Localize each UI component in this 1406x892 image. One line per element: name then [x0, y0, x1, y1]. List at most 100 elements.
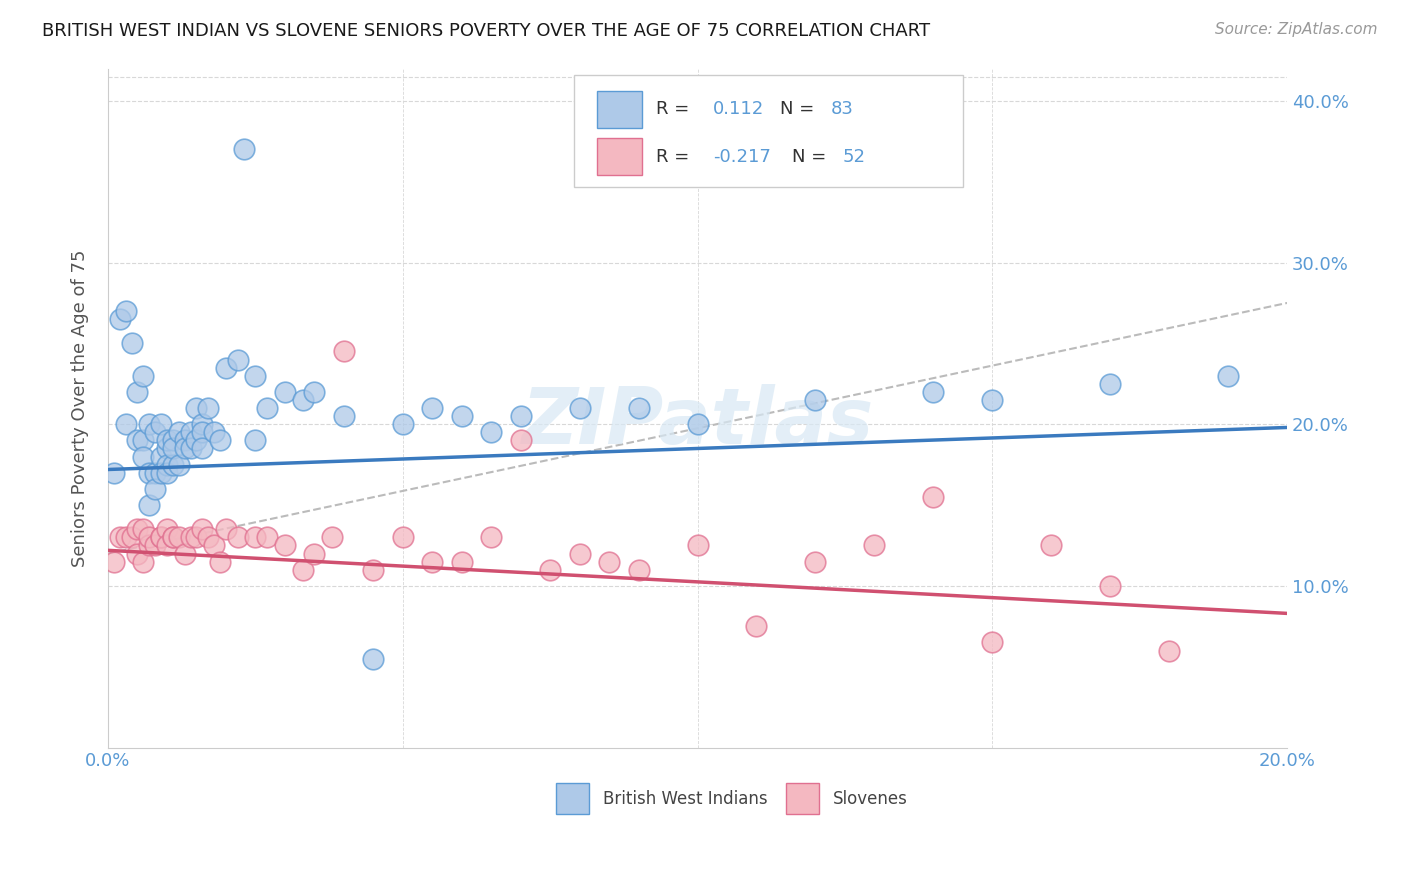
Point: [162, 442, 184, 456]
Point: [686, 539, 709, 553]
Point: [173, 434, 195, 448]
Point: [863, 539, 886, 553]
Point: [167, 530, 190, 544]
Point: [420, 401, 443, 415]
Point: [127, 384, 149, 399]
Point: [191, 442, 214, 456]
Point: [156, 522, 179, 536]
Point: [156, 442, 179, 456]
Bar: [786, 783, 818, 814]
Point: [256, 401, 278, 415]
Point: [138, 466, 160, 480]
Point: [156, 434, 179, 448]
Point: [173, 442, 195, 456]
Point: [191, 425, 214, 440]
Point: [1099, 376, 1122, 391]
Point: [226, 352, 249, 367]
Point: [103, 466, 125, 480]
Text: 83: 83: [831, 100, 853, 119]
Point: [922, 384, 945, 399]
Text: R =: R =: [657, 100, 696, 119]
Point: [167, 458, 190, 472]
Point: [208, 434, 231, 448]
Point: [150, 450, 173, 464]
Point: [114, 530, 136, 544]
Point: [162, 530, 184, 544]
Point: [509, 434, 531, 448]
Point: [981, 635, 1004, 649]
Y-axis label: Seniors Poverty Over the Age of 75: Seniors Poverty Over the Age of 75: [72, 249, 89, 566]
Point: [150, 530, 173, 544]
Point: [208, 555, 231, 569]
Point: [143, 539, 166, 553]
Point: [156, 466, 179, 480]
Point: [121, 530, 143, 544]
Point: [132, 434, 155, 448]
Point: [686, 417, 709, 432]
Point: [202, 425, 225, 440]
FancyBboxPatch shape: [574, 75, 963, 187]
Point: [186, 530, 208, 544]
Point: [150, 417, 173, 432]
Text: Source: ZipAtlas.com: Source: ZipAtlas.com: [1215, 22, 1378, 37]
Point: [150, 466, 173, 480]
Text: N =: N =: [780, 100, 820, 119]
Point: [627, 563, 650, 577]
Point: [180, 530, 202, 544]
Text: N =: N =: [792, 148, 832, 166]
Point: [922, 490, 945, 504]
Point: [333, 344, 356, 359]
Point: [291, 392, 314, 407]
Point: [162, 458, 184, 472]
Bar: [555, 783, 589, 814]
Text: 52: 52: [842, 148, 866, 166]
Point: [627, 401, 650, 415]
Point: [150, 530, 173, 544]
Point: [1040, 539, 1063, 553]
Point: [274, 539, 297, 553]
Point: [804, 555, 827, 569]
Point: [215, 522, 238, 536]
Point: [167, 425, 190, 440]
Point: [197, 401, 219, 415]
Point: [186, 434, 208, 448]
Point: [180, 425, 202, 440]
Point: [127, 522, 149, 536]
Point: [108, 312, 131, 326]
Bar: [598, 91, 643, 128]
Point: [132, 555, 155, 569]
Point: [245, 368, 267, 383]
Point: [132, 450, 155, 464]
Point: [256, 530, 278, 544]
Point: [361, 563, 384, 577]
Point: [138, 530, 160, 544]
Point: [114, 304, 136, 318]
Point: [450, 555, 472, 569]
Point: [598, 555, 620, 569]
Text: British West Indians: British West Indians: [603, 789, 768, 807]
Point: [420, 555, 443, 569]
Point: [568, 401, 591, 415]
Point: [138, 417, 160, 432]
Point: [138, 498, 160, 512]
Point: [568, 547, 591, 561]
Point: [191, 417, 214, 432]
Point: [304, 384, 326, 399]
Point: [121, 336, 143, 351]
Point: [186, 401, 208, 415]
Point: [804, 392, 827, 407]
Text: BRITISH WEST INDIAN VS SLOVENE SENIORS POVERTY OVER THE AGE OF 75 CORRELATION CH: BRITISH WEST INDIAN VS SLOVENE SENIORS P…: [42, 22, 931, 40]
Point: [156, 539, 179, 553]
Point: [132, 522, 155, 536]
Point: [391, 417, 413, 432]
Point: [138, 539, 160, 553]
Point: [114, 417, 136, 432]
Point: [143, 466, 166, 480]
Point: [202, 539, 225, 553]
Point: [361, 651, 384, 665]
Point: [304, 547, 326, 561]
Text: Slovenes: Slovenes: [834, 789, 908, 807]
Point: [173, 547, 195, 561]
Point: [215, 360, 238, 375]
Point: [226, 530, 249, 544]
